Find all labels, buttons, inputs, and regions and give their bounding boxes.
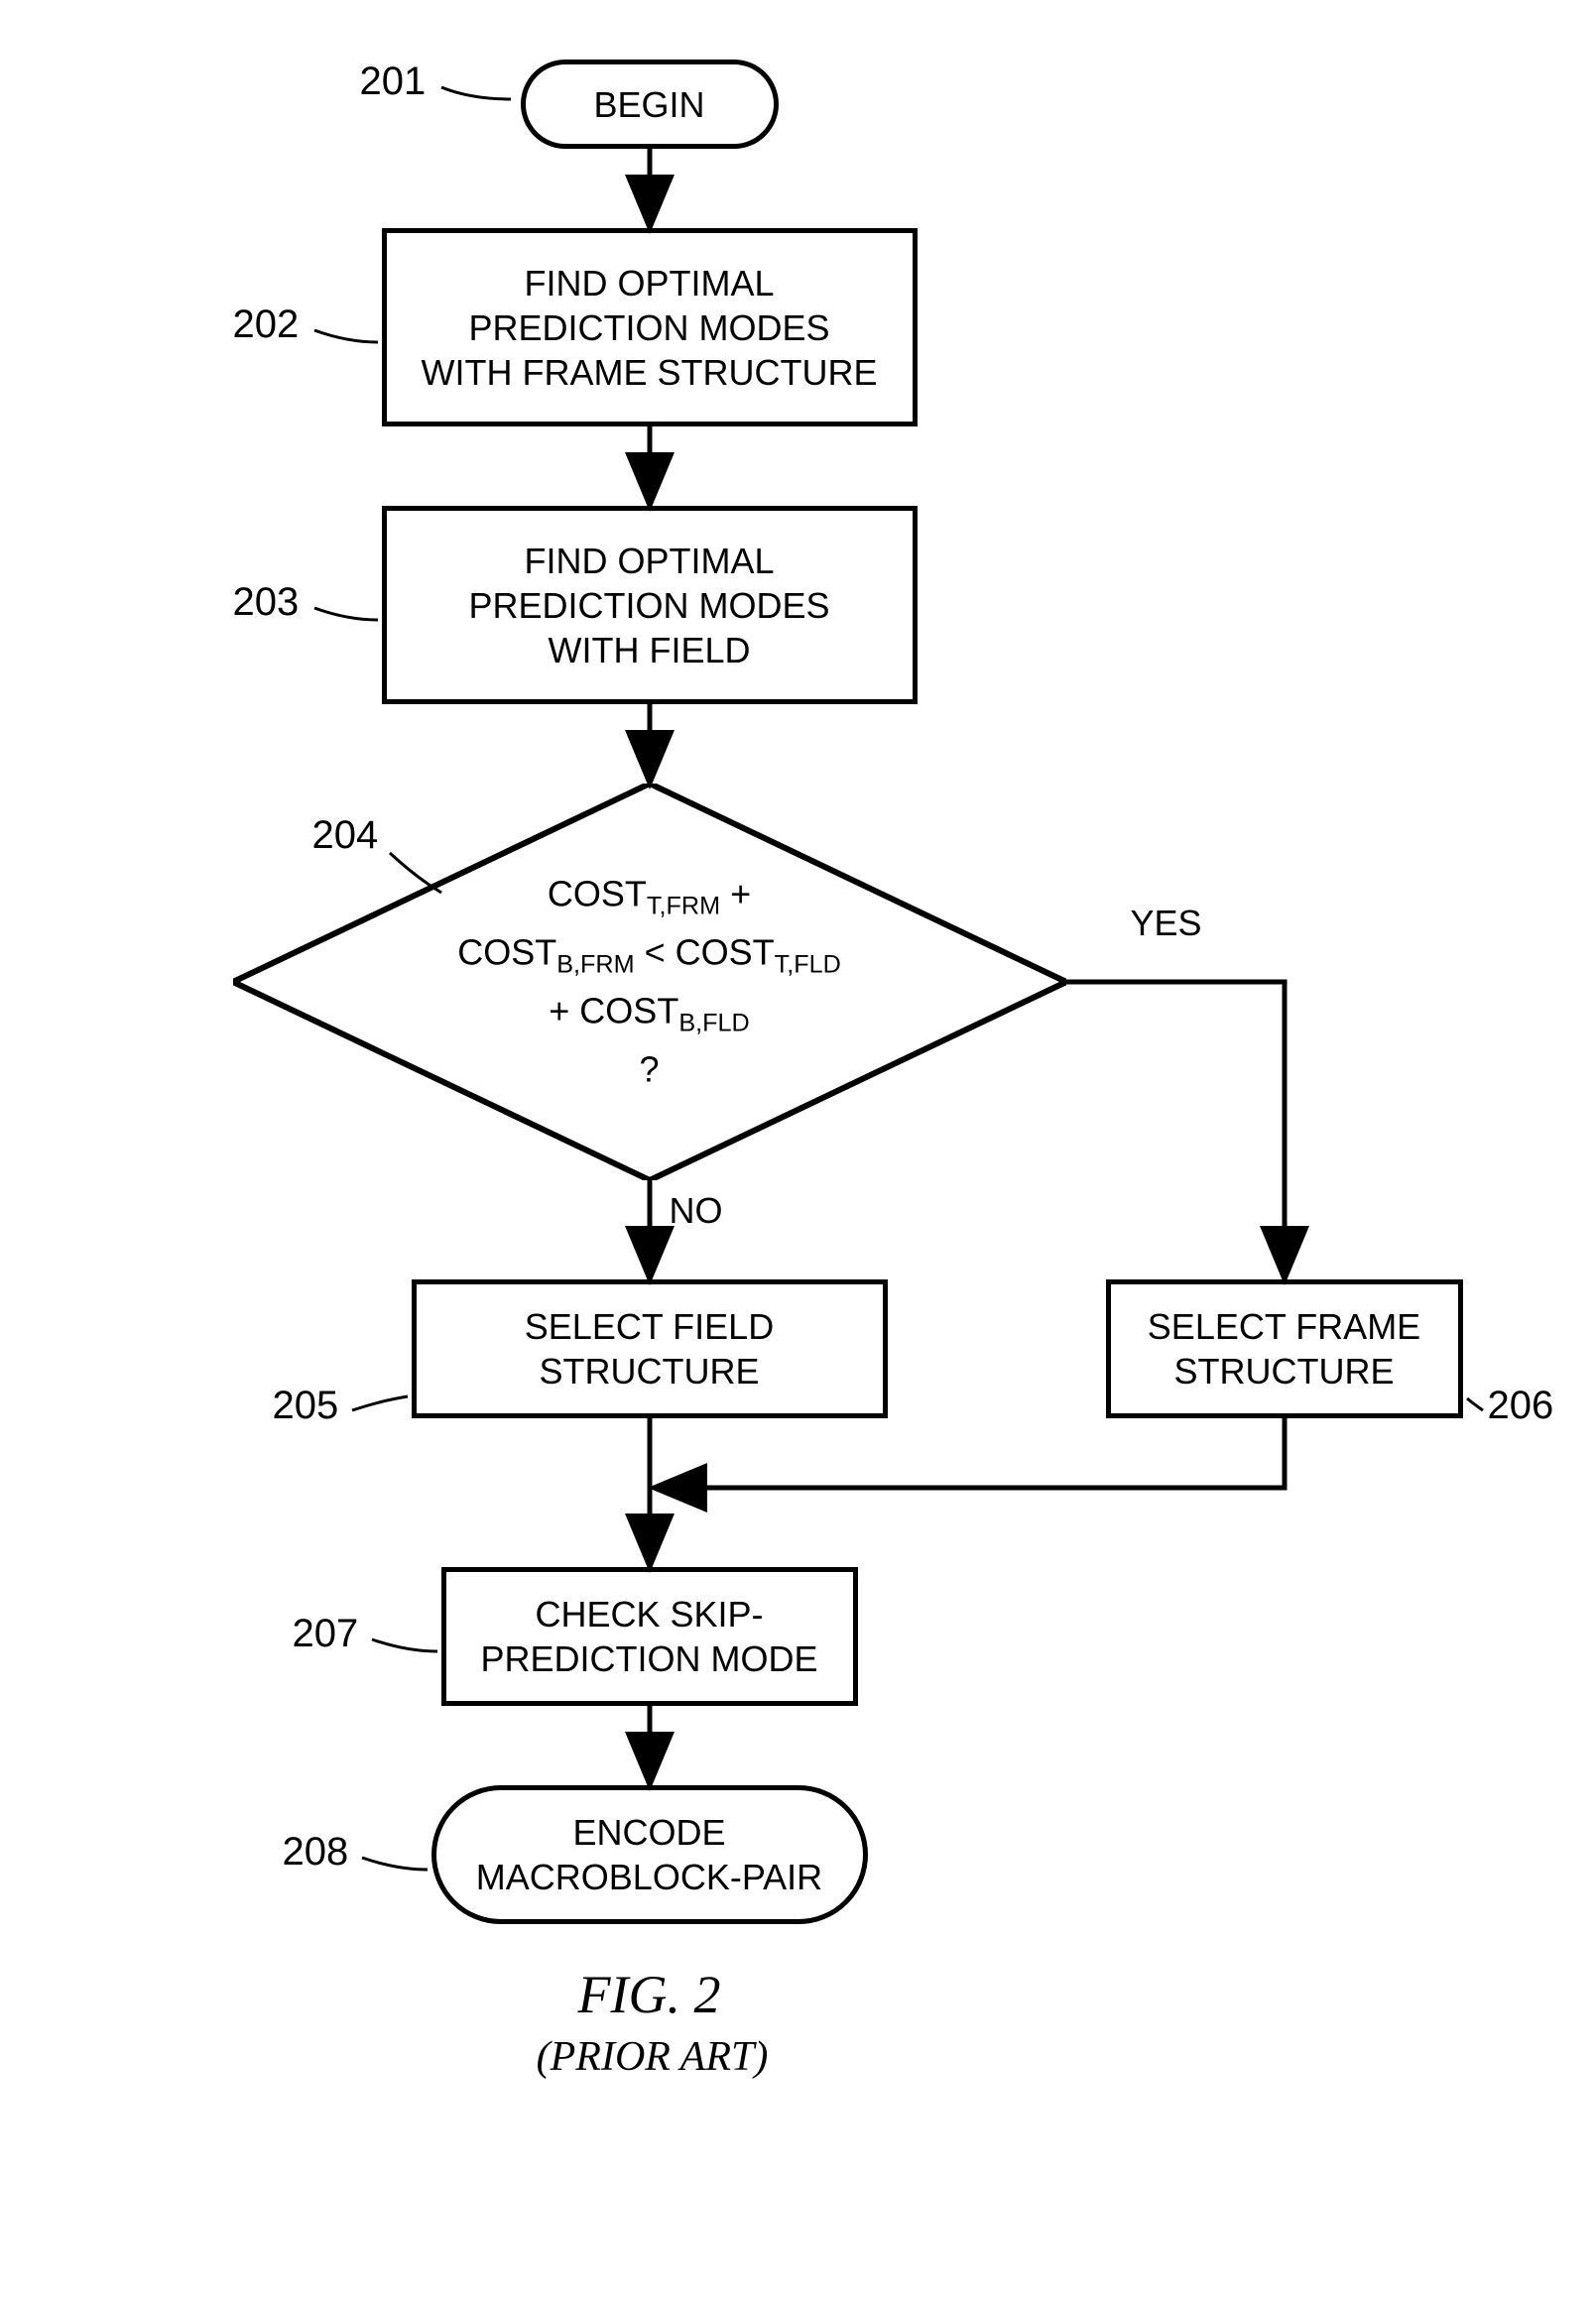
flowchart-diagram: BEGIN FIND OPTIMALPREDICTION MODESWITH F… [55, 60, 1542, 2241]
figure-caption: FIG. 2 [501, 1964, 798, 2025]
arrows-overlay [55, 60, 1542, 2241]
figure-subcaption: (PRIOR ART) [494, 2033, 811, 2081]
